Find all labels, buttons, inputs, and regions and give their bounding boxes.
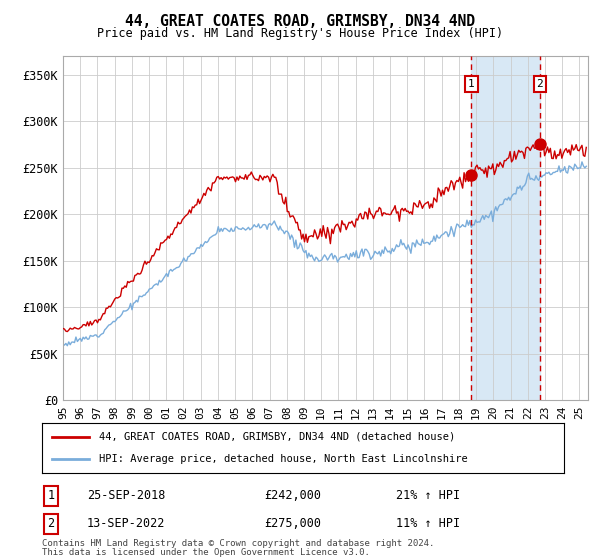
Text: 2: 2 xyxy=(47,517,55,530)
Text: 21% ↑ HPI: 21% ↑ HPI xyxy=(396,489,460,502)
Text: 2: 2 xyxy=(536,79,544,89)
Text: HPI: Average price, detached house, North East Lincolnshire: HPI: Average price, detached house, Nort… xyxy=(100,454,468,464)
Text: Contains HM Land Registry data © Crown copyright and database right 2024.: Contains HM Land Registry data © Crown c… xyxy=(42,539,434,548)
Text: 1: 1 xyxy=(468,79,475,89)
Text: 25-SEP-2018: 25-SEP-2018 xyxy=(87,489,166,502)
Text: 44, GREAT COATES ROAD, GRIMSBY, DN34 4ND (detached house): 44, GREAT COATES ROAD, GRIMSBY, DN34 4ND… xyxy=(100,432,455,442)
Text: 44, GREAT COATES ROAD, GRIMSBY, DN34 4ND: 44, GREAT COATES ROAD, GRIMSBY, DN34 4ND xyxy=(125,14,475,29)
Text: £242,000: £242,000 xyxy=(264,489,321,502)
Text: 1: 1 xyxy=(47,489,55,502)
Text: This data is licensed under the Open Government Licence v3.0.: This data is licensed under the Open Gov… xyxy=(42,548,370,557)
Text: Price paid vs. HM Land Registry's House Price Index (HPI): Price paid vs. HM Land Registry's House … xyxy=(97,27,503,40)
Text: 13-SEP-2022: 13-SEP-2022 xyxy=(87,517,166,530)
Text: £275,000: £275,000 xyxy=(264,517,321,530)
Bar xyxy=(472,56,540,400)
Text: 11% ↑ HPI: 11% ↑ HPI xyxy=(396,517,460,530)
